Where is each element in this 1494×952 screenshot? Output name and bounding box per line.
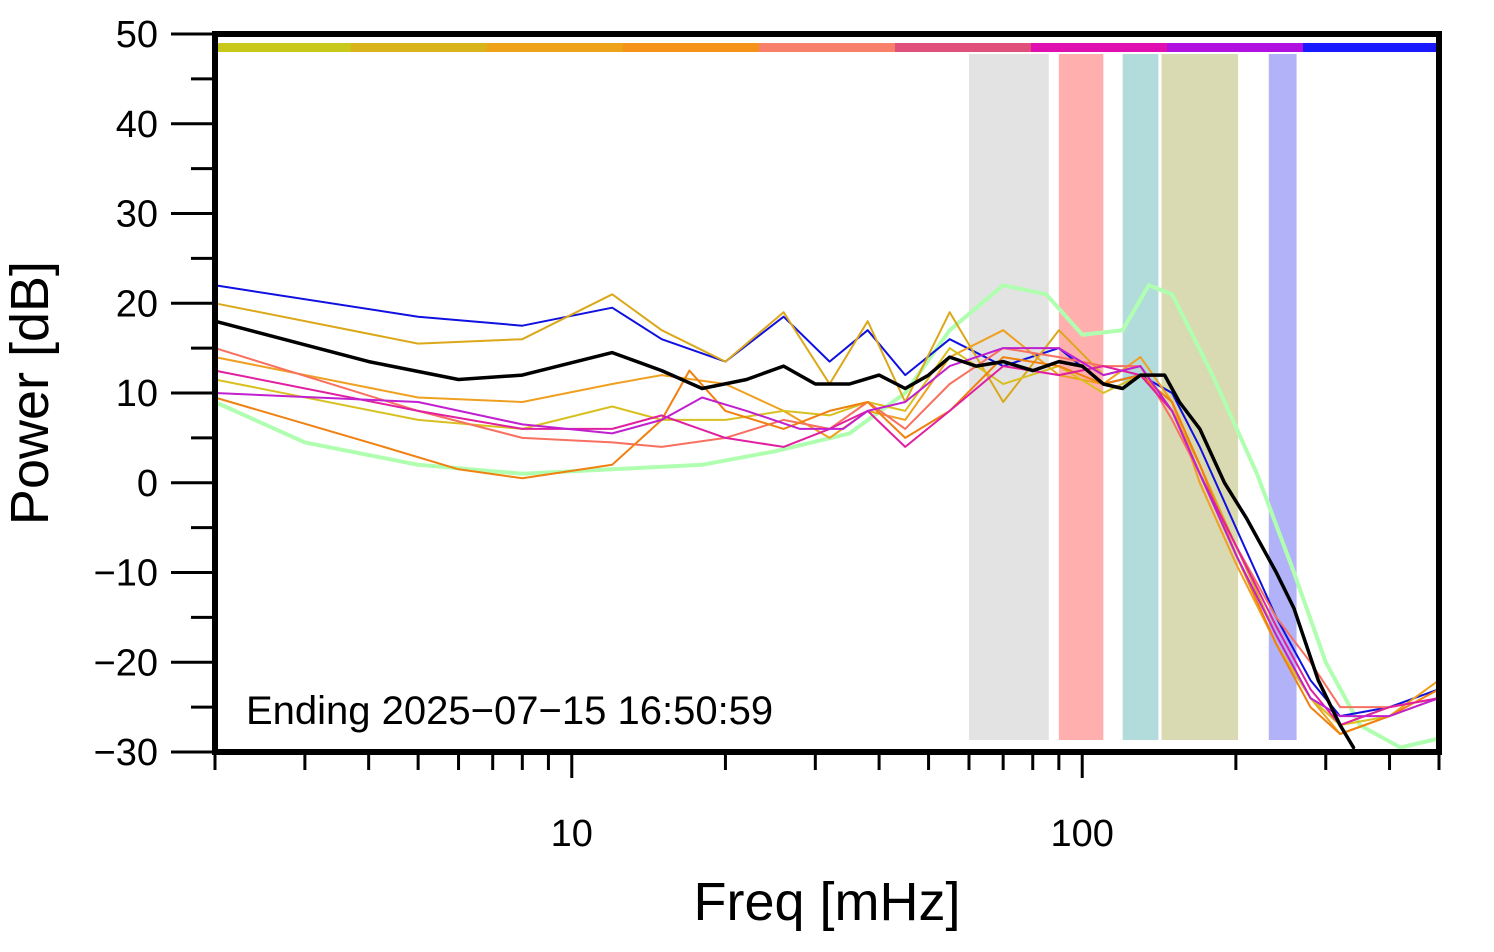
band-2 (1058, 54, 1104, 740)
top-bar-segment-2 (351, 43, 488, 52)
y-tick-label--10: −10 (94, 553, 158, 595)
top-bar-segment-1 (215, 43, 352, 52)
spectrum-series (213, 283, 1441, 750)
band-1 (968, 54, 1049, 740)
y-tick-label-10: 10 (116, 373, 158, 415)
series-line-7 (214, 356, 1440, 735)
y-tick-label-40: 40 (116, 104, 158, 146)
top-bar-segment-8 (1167, 43, 1304, 52)
y-tick-label-30: 30 (116, 194, 158, 236)
top-bar-segment-6 (895, 43, 1032, 52)
x-tick-label-100: 100 (1051, 813, 1114, 855)
series-line-2 (214, 284, 1440, 718)
series-line-10 (213, 319, 1356, 750)
y-tick-label--30: −30 (94, 732, 158, 774)
x-axis-ticks: 10 100 (213, 752, 1441, 855)
y-axis-title: Power [dB] (0, 261, 60, 525)
y-tick-label-50: 50 (116, 14, 158, 56)
top-color-bar (215, 43, 1440, 52)
top-bar-segment-5 (759, 43, 896, 52)
top-bar-segment-3 (487, 43, 624, 52)
y-tick-label-0: 0 (137, 463, 158, 505)
band-4 (1161, 54, 1239, 740)
series-line-5 (214, 347, 1440, 727)
series-line-9 (214, 347, 1440, 718)
annotation-ending-time: Ending 2025−07−15 16:50:59 (246, 689, 773, 733)
x-tick-label-10: 10 (551, 813, 593, 855)
frequency-bands (968, 54, 1297, 740)
top-bar-segment-9 (1303, 43, 1440, 52)
band-3 (1122, 54, 1159, 740)
series-line-1 (213, 283, 1441, 750)
y-axis-ticks: 50 40 30 20 10 0 −10 −20 −30 (94, 14, 215, 774)
top-bar-segment-4 (623, 43, 760, 52)
top-bar-segment-7 (1031, 43, 1168, 52)
y-tick-label--20: −20 (94, 642, 158, 684)
series-line-8 (214, 365, 1440, 727)
y-tick-label-20: 20 (116, 283, 158, 325)
x-axis-title: Freq [mHz] (693, 872, 960, 932)
